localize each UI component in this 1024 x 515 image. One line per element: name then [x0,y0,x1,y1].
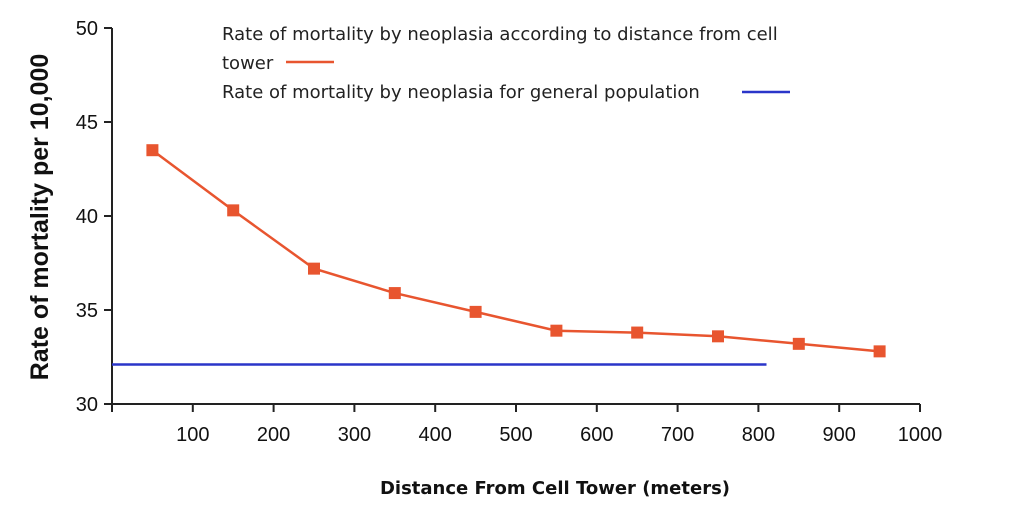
x-tick-label: 600 [580,424,613,446]
data-point-marker [227,204,240,217]
x-tick-label: 300 [338,424,371,446]
data-point-marker [631,326,644,339]
series-line-1 [151,149,880,353]
data-point-marker [873,345,886,358]
data-point-marker [469,305,482,318]
series-layer [112,144,886,366]
data-point-marker [712,330,724,343]
y-tick-label: 40 [76,206,98,228]
axes: 30 35 40 45 50 100 200 300 400 500 600 700 800 900 100… [76,18,943,446]
y-axis-label: Rate of mortality per 10,000 [26,54,54,381]
x-tick-label: 400 [419,424,452,446]
y-tick-label: 45 [76,112,98,134]
y-tick-label: 30 [76,394,98,416]
data-point-marker [146,144,159,157]
x-tick-label: 800 [742,424,775,446]
legend-label-series-2: Rate of mortality by neoplasia for gener… [222,82,700,103]
data-point-marker [388,287,401,300]
legend-label-series-1: Rate of mortality by neoplasia according… [222,24,778,45]
x-tick-label: 100 [176,424,209,446]
x-tick-label: 700 [661,424,694,446]
x-tick-label: 900 [823,424,856,446]
legend: Rate of mortality by neoplasia according… [222,24,790,103]
legend-label-series-1-cont: tower [222,53,274,74]
data-point-marker [308,262,320,275]
y-tick-label: 35 [76,300,98,322]
data-point-marker [550,324,563,337]
data-point-marker [792,337,805,350]
y-tick-label: 50 [76,18,98,40]
x-tick-label: 200 [257,424,290,446]
x-tick-label: 500 [499,424,532,446]
x-tick-label: 1000 [898,424,943,446]
x-axis-label: Distance From Cell Tower (meters) [380,478,730,499]
